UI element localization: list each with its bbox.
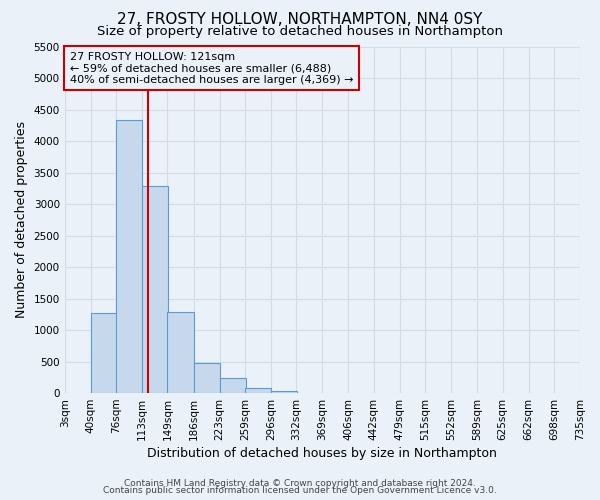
Text: Contains HM Land Registry data © Crown copyright and database right 2024.: Contains HM Land Registry data © Crown c… (124, 478, 476, 488)
Bar (193, 363, 220, 393)
Text: 27 FROSTY HOLLOW: 121sqm
← 59% of detached houses are smaller (6,488)
40% of sem: 27 FROSTY HOLLOW: 121sqm ← 59% of detach… (70, 52, 353, 85)
Bar (271, 390, 297, 393)
Bar (116, 120, 142, 393)
Bar (142, 186, 168, 393)
Text: Size of property relative to detached houses in Northampton: Size of property relative to detached ho… (97, 25, 503, 38)
Text: 27, FROSTY HOLLOW, NORTHAMPTON, NN4 0SY: 27, FROSTY HOLLOW, NORTHAMPTON, NN4 0SY (118, 12, 482, 28)
Text: Contains public sector information licensed under the Open Government Licence v3: Contains public sector information licen… (103, 486, 497, 495)
Bar (167, 312, 194, 393)
Bar (91, 313, 117, 393)
Bar (220, 378, 245, 393)
Bar (245, 388, 271, 393)
Y-axis label: Number of detached properties: Number of detached properties (15, 122, 28, 318)
X-axis label: Distribution of detached houses by size in Northampton: Distribution of detached houses by size … (148, 447, 497, 460)
